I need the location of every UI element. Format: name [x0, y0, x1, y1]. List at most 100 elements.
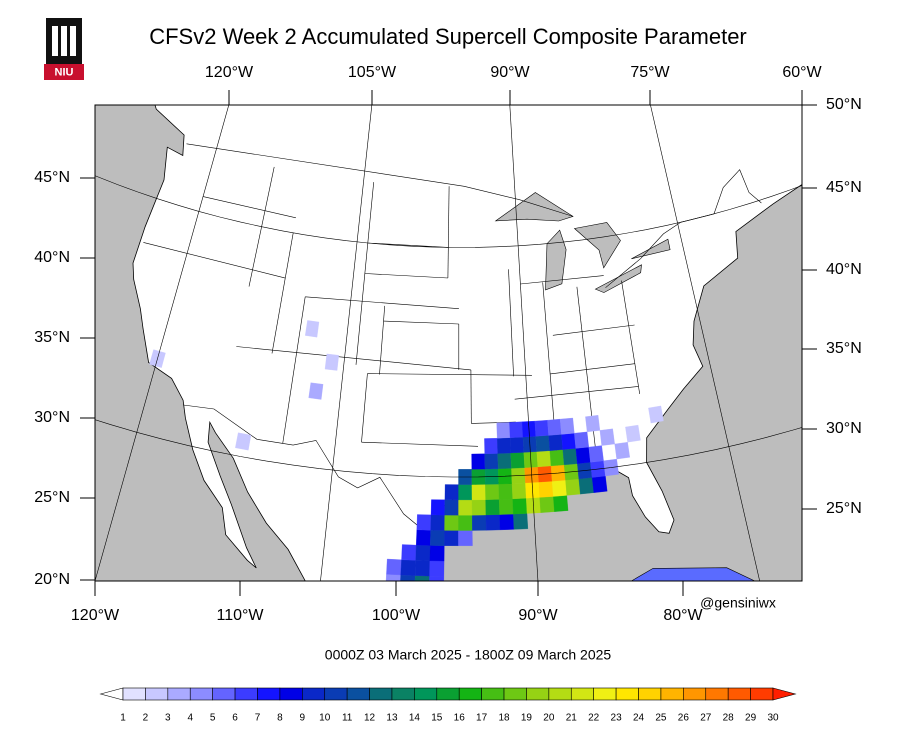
scp-cell — [429, 576, 444, 592]
colorbar-label: 15 — [431, 713, 443, 724]
bottom-axis-label: 80°W — [663, 607, 703, 624]
scp-cell — [539, 481, 554, 497]
scp-cell — [445, 500, 459, 515]
colorbar-box — [706, 688, 728, 700]
scp-cell — [417, 515, 431, 531]
scp-cell — [402, 545, 417, 561]
logo-text: NIU — [55, 66, 74, 78]
scp-cell — [592, 476, 607, 493]
top-axis-label: 120°W — [205, 64, 254, 81]
scp-cell — [472, 454, 485, 470]
left-axis-label: 25°N — [34, 489, 70, 506]
colorbar-label: 8 — [277, 713, 283, 724]
scp-cell — [498, 453, 512, 469]
colorbar-box — [526, 688, 548, 700]
scp-cell — [400, 575, 415, 591]
scp-cell — [486, 499, 500, 515]
scp-cell — [574, 432, 589, 449]
colorbar-label: 30 — [767, 713, 779, 724]
scp-cell — [430, 561, 445, 577]
scp-cell — [511, 452, 525, 468]
scp-cell — [537, 451, 551, 467]
colorbar-label: 17 — [476, 713, 488, 724]
scp-cell — [497, 422, 510, 438]
top-axis-label: 75°W — [630, 64, 670, 81]
scp-cell — [552, 480, 567, 496]
top-axis-label: 105°W — [348, 64, 397, 81]
colorbar-box — [325, 688, 347, 700]
scp-cell — [386, 559, 401, 575]
scp-cell — [430, 530, 444, 546]
colorbar-box — [414, 688, 436, 700]
colorbar-label: 4 — [187, 713, 193, 724]
scp-cell — [309, 383, 323, 400]
left-axis-label: 35°N — [34, 329, 70, 346]
scp-cell — [386, 574, 401, 590]
scp-cell — [566, 479, 581, 496]
scp-cell — [459, 485, 473, 500]
colorbar-box — [594, 688, 616, 700]
colorbar-label: 2 — [143, 713, 149, 724]
right-axis-label: 35°N — [826, 340, 862, 357]
scp-cell — [579, 478, 594, 495]
scp-cell — [431, 500, 445, 515]
colorbar-label: 23 — [611, 713, 623, 724]
colorbar-box — [683, 688, 705, 700]
colorbar-label: 26 — [678, 713, 690, 724]
left-axis-label: 40°N — [34, 249, 70, 266]
scp-cell — [553, 495, 568, 511]
scp-cell — [472, 484, 486, 500]
scp-cell — [548, 419, 562, 435]
scp-cell — [459, 500, 473, 515]
scp-cell — [562, 433, 576, 449]
colorbar-box — [190, 688, 212, 700]
scp-cell — [499, 484, 513, 500]
left-axis-label: 30°N — [34, 409, 70, 426]
colorbar-box — [616, 688, 638, 700]
colorbar-label: 19 — [521, 713, 533, 724]
colorbar-box — [123, 688, 145, 700]
colorbar-box — [370, 688, 392, 700]
colorbar-label: 25 — [655, 713, 667, 724]
colorbar-box — [235, 688, 257, 700]
colorbar-label: 21 — [566, 713, 578, 724]
scp-cell — [484, 438, 497, 454]
valid-time: 0000Z 03 March 2025 - 1800Z 09 March 202… — [325, 647, 612, 663]
scp-cell — [445, 515, 459, 530]
scp-cell — [576, 447, 591, 464]
colorbar-label: 1 — [120, 713, 126, 724]
colorbar-label: 20 — [543, 713, 555, 724]
scp-cell — [600, 429, 615, 446]
scp-cell — [625, 425, 640, 442]
scp-cell — [401, 560, 416, 576]
colorbar-label: 11 — [342, 713, 353, 724]
colorbar-label: 7 — [255, 713, 261, 724]
scp-cell — [472, 515, 486, 531]
colorbar-box — [347, 688, 369, 700]
scp-cell — [500, 514, 514, 530]
colorbar-label: 28 — [723, 713, 735, 724]
scp-cell — [535, 420, 549, 436]
colorbar-label: 3 — [165, 713, 171, 724]
scp-cell — [536, 435, 550, 451]
bottom-axis-label: 90°W — [518, 607, 558, 624]
scp-cell — [499, 499, 513, 515]
credit: @gensiniwx — [700, 595, 776, 611]
colorbar-box — [504, 688, 526, 700]
colorbar-box — [168, 688, 190, 700]
right-axis-label: 25°N — [826, 500, 862, 517]
logo-window — [61, 26, 67, 56]
scp-cell — [497, 438, 511, 454]
scp-cell — [430, 546, 444, 562]
scp-cell — [513, 498, 527, 514]
colorbar-label: 16 — [454, 713, 466, 724]
scp-cell — [415, 576, 430, 592]
colorbar-label: 9 — [300, 713, 306, 724]
colorbar-box — [639, 688, 661, 700]
scp-cell — [550, 450, 564, 466]
colorbar-label: 22 — [588, 713, 600, 724]
colorbar-label: 10 — [319, 713, 331, 724]
colorbar-box — [257, 688, 279, 700]
scp-cell — [549, 434, 563, 450]
scp-cell — [486, 515, 500, 531]
